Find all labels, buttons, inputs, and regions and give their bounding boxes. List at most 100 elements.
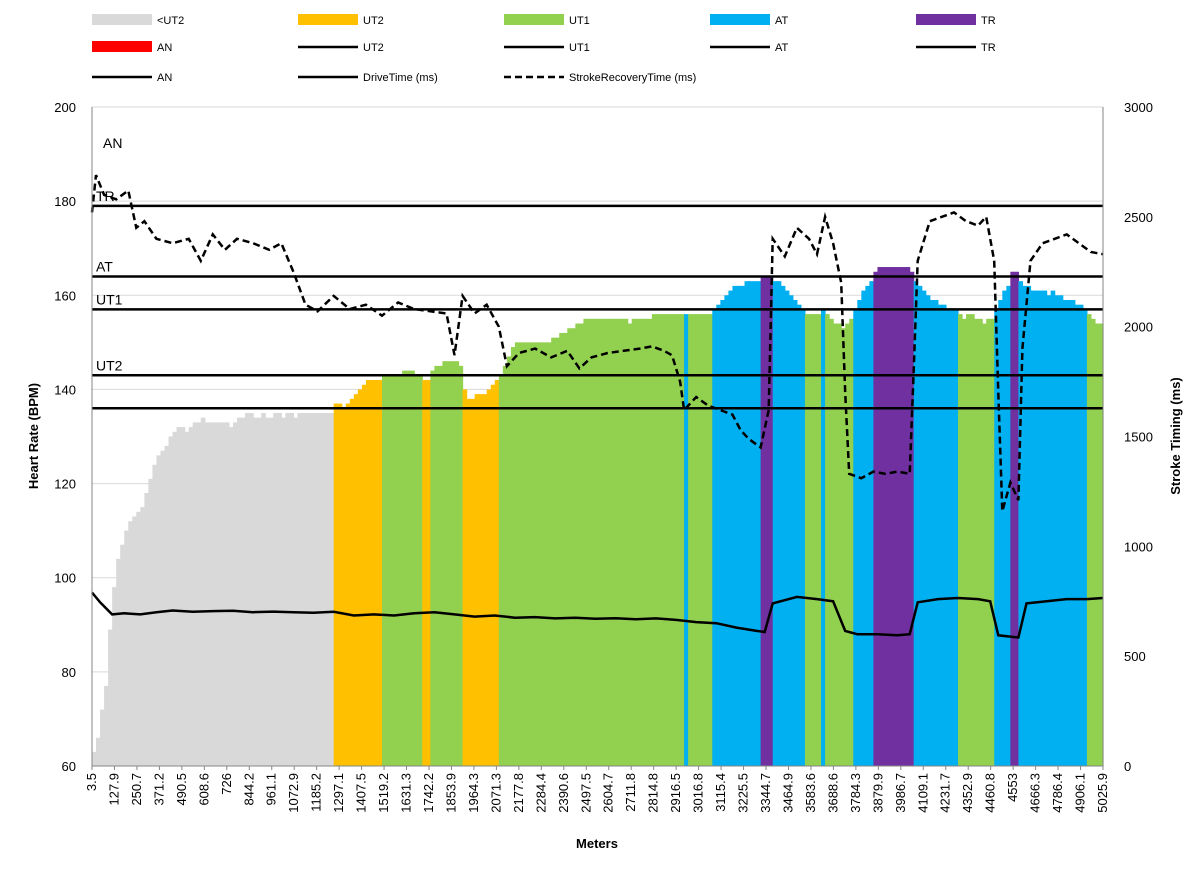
hr-bar	[712, 309, 717, 766]
y-tick-label: 100	[54, 571, 76, 586]
hr-bar	[325, 412, 331, 766]
hr-bar	[994, 309, 999, 766]
threshold-label: AN	[103, 135, 122, 151]
hr-bar	[373, 380, 379, 766]
hr-bar	[212, 422, 218, 766]
hr-bar	[232, 422, 238, 766]
hr-bar	[700, 314, 705, 766]
hr-bar	[192, 422, 198, 766]
x-tick-label: 1519.2	[376, 773, 391, 813]
hr-bar	[394, 375, 399, 766]
hr-bar	[575, 323, 580, 766]
hr-bar	[289, 412, 294, 766]
hr-bar	[764, 276, 770, 766]
legend-label: TR	[981, 42, 996, 54]
hr-bar	[982, 323, 987, 766]
x-tick-label: 371.2	[151, 773, 166, 806]
x-tick-label: 127.9	[106, 773, 121, 806]
hr-bar	[768, 276, 774, 766]
x-tick-label: 3784.3	[848, 773, 863, 813]
hr-bar	[651, 314, 657, 766]
hr-bar	[104, 685, 109, 766]
hr-bar	[643, 318, 649, 766]
hr-bar	[933, 299, 939, 766]
hr-bar	[386, 375, 391, 766]
hr-bar	[305, 412, 311, 766]
hr-bar	[780, 285, 786, 766]
hr-bar	[144, 492, 149, 766]
x-tick-label: 4906.1	[1073, 773, 1088, 813]
hr-bar	[571, 328, 576, 766]
hr-bar	[962, 318, 967, 766]
hr-bar	[631, 318, 637, 766]
x-tick-label: 726	[219, 773, 234, 795]
hr-bar	[176, 427, 182, 766]
legend-label: TR	[981, 15, 996, 27]
hr-bar	[164, 445, 170, 766]
hr-bar	[478, 394, 484, 766]
hr-bar	[220, 422, 226, 766]
hr-bar	[309, 412, 315, 766]
y-tick-label: 200	[54, 100, 76, 115]
hr-bar	[861, 290, 866, 766]
hr-bar	[579, 323, 585, 766]
hr-bar	[454, 361, 460, 766]
legend-label: AN	[157, 72, 172, 84]
x-tick-label: 4786.4	[1050, 773, 1065, 813]
legend-label: UT2	[363, 15, 384, 27]
hr-bar	[406, 370, 411, 766]
hr-bar	[1090, 318, 1096, 766]
hr-bar	[551, 337, 556, 766]
hr-bar	[156, 455, 162, 766]
hr-bar	[841, 328, 846, 766]
hr-bar	[382, 375, 387, 766]
hr-bar	[369, 380, 375, 766]
hr-bar	[92, 751, 97, 766]
hr-bar	[1098, 323, 1104, 766]
legend-label: StrokeRecoveryTime (ms)	[569, 72, 696, 84]
hr-bar	[869, 281, 875, 766]
legend-label: UT2	[363, 42, 384, 54]
x-tick-label: 2814.8	[646, 773, 661, 813]
chart-legend: <UT2 UT2 UT1 AT TR AN UT2 UT1 AT TR AN DriveTime (m…	[92, 14, 996, 84]
y2-tick-label: 2500	[1124, 210, 1153, 225]
y-tick-label: 160	[54, 288, 76, 303]
hr-bar	[974, 318, 979, 766]
hr-bar	[547, 342, 552, 766]
hr-bar	[990, 318, 995, 766]
hr-bar	[442, 361, 448, 766]
x-tick-label: 3016.8	[691, 773, 706, 813]
x-tick-label: 2497.5	[578, 773, 593, 813]
hr-bar	[732, 285, 738, 766]
hr-bar	[1094, 323, 1100, 766]
hr-bar	[148, 478, 154, 766]
x-tick-label: 2711.8	[623, 773, 638, 812]
x-tick-label: 3344.7	[758, 773, 773, 813]
hr-bar	[849, 318, 854, 766]
legend-swatch	[298, 14, 358, 25]
hr-bar	[539, 342, 544, 766]
legend-label: UT1	[569, 15, 590, 27]
x-tick-label: 3986.7	[893, 773, 908, 813]
hr-bar	[1042, 290, 1048, 766]
hr-bar	[160, 450, 166, 766]
hr-bar	[587, 318, 593, 766]
hr-bar	[567, 328, 572, 766]
legend-swatch	[916, 14, 976, 25]
hr-bar	[494, 380, 500, 766]
hr-bar	[341, 408, 347, 766]
hr-bar	[1066, 299, 1072, 766]
x-axis-title: Meters	[576, 836, 618, 851]
hr-bar	[901, 267, 907, 766]
hr-bar	[490, 384, 496, 766]
hr-bar	[1022, 285, 1028, 766]
hr-bar	[913, 281, 919, 766]
hr-bar	[446, 361, 452, 766]
x-tick-label: 1853.9	[443, 773, 458, 813]
hr-bar	[132, 516, 137, 766]
hr-bar	[917, 285, 923, 766]
hr-bar	[1078, 304, 1084, 766]
hr-bar	[1046, 295, 1052, 766]
hr-bar	[953, 309, 959, 766]
